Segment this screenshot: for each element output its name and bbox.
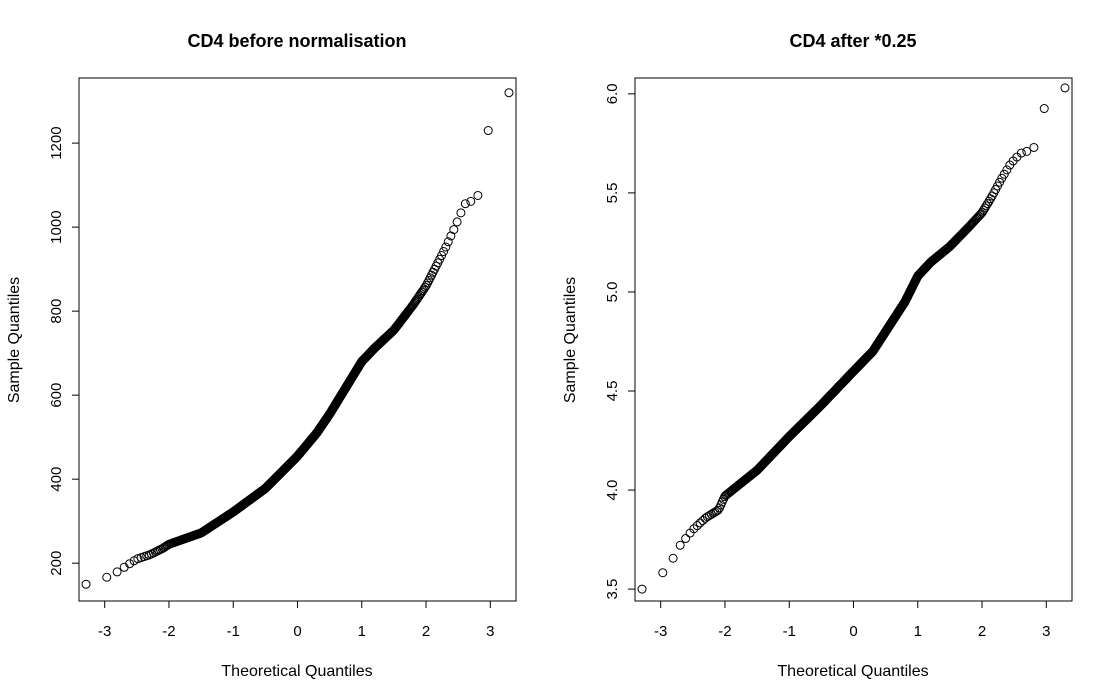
y-tick-label: 6.0 (604, 83, 621, 104)
data-point (81, 579, 91, 589)
data-point (1022, 146, 1032, 156)
data-point (692, 521, 702, 531)
y-tick-label: 600 (48, 383, 65, 408)
y-tick-label: 4.0 (604, 480, 621, 501)
data-point (102, 572, 112, 582)
y-axis: 200 400 600 800 1000 1200 (48, 126, 80, 576)
data-point (1016, 148, 1026, 158)
data-point (713, 505, 723, 515)
x-tick-label: 0 (293, 623, 301, 640)
data-point (1002, 165, 1012, 175)
y-tick-label: 800 (48, 299, 65, 324)
data-point (689, 524, 699, 534)
x-tick-label: 2 (422, 623, 430, 640)
y-axis: 3.5 4.0 4.5 5.0 5.5 6.0 (604, 83, 636, 600)
x-tick-label: -1 (783, 623, 796, 640)
x-tick-label: 0 (849, 623, 857, 640)
data-point (984, 196, 994, 206)
data-point (1039, 104, 1049, 114)
y-tick-label: 1200 (48, 126, 65, 159)
y-tick-label: 4.5 (604, 381, 621, 402)
x-tick-label: -2 (162, 623, 175, 640)
data-point (443, 237, 453, 247)
x-tick-label: 2 (978, 623, 986, 640)
y-axis-label: Sample Quantiles (6, 277, 23, 403)
data-point (504, 88, 514, 98)
data-point (983, 199, 993, 209)
data-points (81, 88, 514, 589)
data-point (711, 506, 721, 516)
data-point (681, 534, 691, 544)
data-point (452, 217, 462, 227)
data-point (1029, 142, 1039, 152)
data-point (637, 584, 647, 594)
x-axis: -3 -2 -1 0 1 2 3 (98, 600, 494, 640)
y-axis-label: Sample Quantiles (562, 277, 579, 403)
x-tick-label: -2 (718, 623, 731, 640)
data-point (999, 169, 1009, 179)
data-point (1060, 83, 1070, 93)
y-tick-label: 5.0 (604, 282, 621, 303)
data-point (125, 559, 135, 569)
data-point (456, 208, 466, 218)
data-point (675, 540, 685, 550)
qq-panel-before: CD4 before normalisation -3 -2 -1 0 1 2 3 200 4… (6, 31, 517, 680)
data-point (416, 289, 426, 299)
data-point (460, 199, 470, 209)
data-points (637, 83, 1070, 594)
x-tick-label: -3 (98, 623, 111, 640)
data-point (483, 126, 493, 136)
chart-title: CD4 after *0.25 (789, 31, 916, 51)
x-axis: -3 -2 -1 0 1 2 3 (654, 600, 1050, 640)
data-point (449, 225, 459, 235)
data-point (112, 567, 122, 577)
x-tick-label: -3 (654, 623, 667, 640)
data-point (466, 196, 476, 206)
data-point (421, 280, 431, 290)
x-axis-label: Theoretical Quantiles (221, 663, 372, 680)
data-point (415, 290, 425, 300)
data-point (423, 278, 433, 288)
data-point (658, 568, 668, 578)
y-tick-label: 3.5 (604, 579, 621, 600)
data-point (979, 205, 989, 215)
x-tick-label: 1 (914, 623, 922, 640)
data-point (420, 282, 430, 292)
x-tick-label: 3 (1042, 623, 1050, 640)
data-point (441, 242, 451, 252)
data-point (439, 246, 449, 256)
qq-panel-after: CD4 after *0.25 -3 -2 -1 0 1 2 3 3.5 4.0 4.5 5.0 5… (562, 31, 1073, 680)
x-axis-label: Theoretical Quantiles (777, 663, 928, 680)
x-tick-label: -1 (227, 623, 240, 640)
x-tick-label: 3 (486, 623, 494, 640)
y-tick-label: 5.5 (604, 182, 621, 203)
data-point (668, 553, 678, 563)
data-point (980, 203, 990, 213)
data-point (473, 190, 483, 200)
data-point (695, 518, 705, 528)
y-tick-label: 200 (48, 551, 65, 576)
y-tick-label: 1000 (48, 210, 65, 243)
chart-title: CD4 before normalisation (187, 31, 406, 51)
data-point (981, 201, 991, 211)
y-tick-label: 400 (48, 467, 65, 492)
x-tick-label: 1 (358, 623, 366, 640)
data-point (414, 292, 424, 302)
